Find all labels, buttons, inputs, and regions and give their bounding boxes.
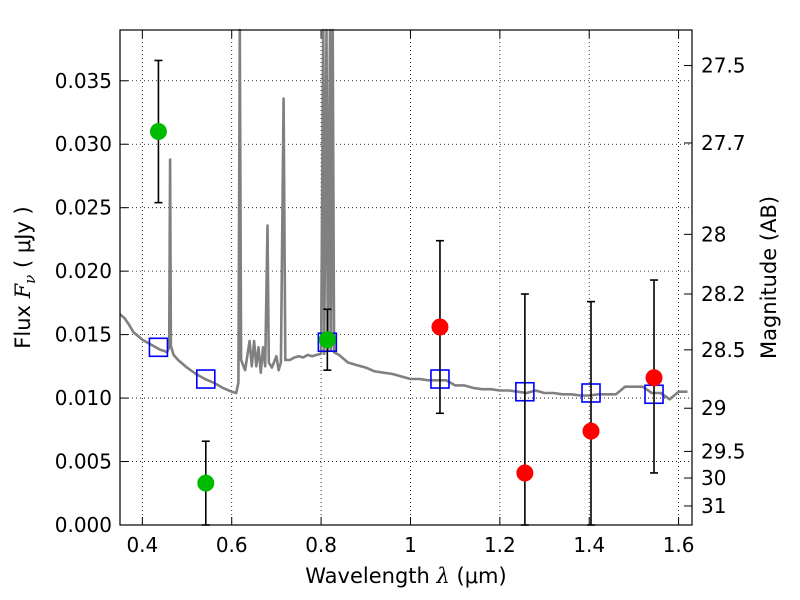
x-tick-label: 1.2 bbox=[484, 533, 516, 557]
series-layer bbox=[119, 28, 688, 526]
right-tick-label: 31 bbox=[701, 494, 726, 518]
y-tick-label: 0.000 bbox=[55, 513, 112, 537]
right-tick-label: 27.7 bbox=[701, 131, 746, 155]
y-tick-label: 0.010 bbox=[55, 386, 112, 410]
y-tick-label: 0.030 bbox=[55, 132, 112, 156]
flux-point bbox=[197, 474, 215, 492]
ticks: 0.4 0.6 0.8 1 1.2 1.4 1.6 0.000 0.005 0.010 0.015 0… bbox=[55, 30, 746, 557]
right-tick-label: 28.2 bbox=[701, 282, 746, 306]
flux-point bbox=[318, 331, 336, 349]
x-tick-label: 1.6 bbox=[663, 533, 695, 557]
x-tick-label: 0.8 bbox=[305, 533, 337, 557]
right-tick-label: 29 bbox=[701, 396, 726, 420]
x-axis-label: Wavelength λ (μm) bbox=[305, 564, 506, 588]
x-tick-label: 0.6 bbox=[216, 533, 248, 557]
x-tick-label: 1.4 bbox=[573, 533, 605, 557]
x-tick-label: 1 bbox=[404, 533, 417, 557]
flux-point bbox=[645, 369, 663, 387]
flux-point bbox=[582, 422, 600, 440]
model-band-square bbox=[196, 369, 216, 389]
y-tick-label: 0.035 bbox=[55, 69, 112, 93]
y-tick-label: 0.015 bbox=[55, 323, 112, 347]
right-tick-label: 28.5 bbox=[701, 338, 746, 362]
x-tick-label: 0.4 bbox=[126, 533, 158, 557]
right-tick-label: 29.5 bbox=[701, 439, 746, 463]
right-tick-label: 28 bbox=[701, 222, 726, 246]
right-tick-label: 27.5 bbox=[701, 54, 746, 78]
y-tick-label: 0.020 bbox=[55, 259, 112, 283]
right-tick-label: 30 bbox=[701, 466, 726, 490]
right-axis-label: Magnitude (AB) bbox=[757, 196, 781, 359]
y-axis-label: Flux Fν ( μJy ) bbox=[11, 206, 39, 348]
y-tick-label: 0.025 bbox=[55, 196, 112, 220]
flux-point bbox=[516, 464, 534, 482]
y-tick-label: 0.005 bbox=[55, 450, 112, 474]
flux-point bbox=[149, 123, 167, 141]
plot-frame bbox=[119, 29, 693, 526]
model-band-square bbox=[148, 337, 169, 358]
flux-point bbox=[431, 318, 449, 336]
template-spectrum-line bbox=[119, 28, 688, 401]
